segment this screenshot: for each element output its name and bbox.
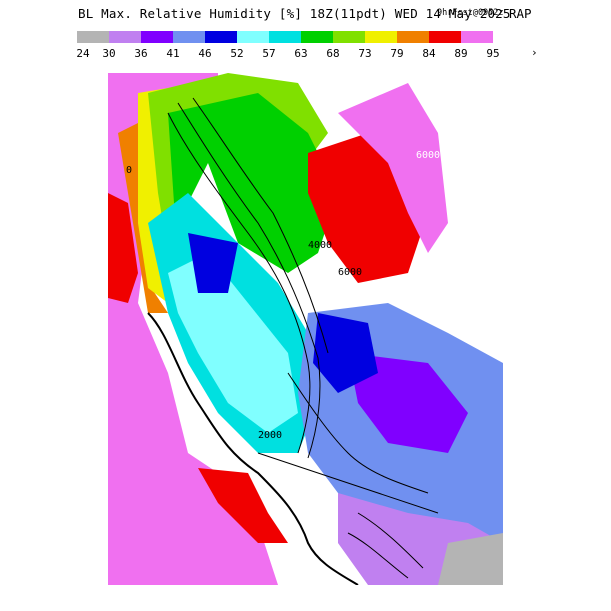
humidity-field-gray xyxy=(438,533,503,585)
legend-tick: 84 xyxy=(422,47,436,60)
contour-label: 4000 xyxy=(308,240,332,251)
model-name: RAP xyxy=(509,6,532,21)
coastline xyxy=(147,312,359,585)
legend-swatch xyxy=(205,31,237,43)
contour-label: 2000 xyxy=(258,430,282,441)
legend-swatch xyxy=(301,31,333,43)
humidity-map: 6000 6000 4000 2000 0 xyxy=(108,73,503,585)
contour-label: 0 xyxy=(126,165,132,176)
legend-tick: 36 xyxy=(134,47,148,60)
humidity-field-pink-northeast xyxy=(338,83,448,253)
legend-tick: 52 xyxy=(230,47,244,60)
humidity-field-green xyxy=(168,93,338,273)
humidity-field-cyan xyxy=(168,253,298,433)
humidity-field-red-west xyxy=(108,193,138,303)
elevation-contour xyxy=(192,97,329,354)
forecast-info: 9hrFcst@0952z xyxy=(437,8,504,18)
elevation-contour xyxy=(257,452,439,514)
elevation-contour xyxy=(167,112,311,454)
legend-tick: 46 xyxy=(198,47,212,60)
elevation-contours xyxy=(167,97,439,579)
legend-tick: 79 xyxy=(390,47,404,60)
legend-swatch xyxy=(173,31,205,43)
humidity-field-purple xyxy=(348,353,468,453)
elevation-contour xyxy=(357,512,424,569)
legend-swatch xyxy=(109,31,141,43)
title-text: BL Max. Relative Humidity [%] 18Z(11pdt)… xyxy=(78,6,511,21)
legend-tick: 63 xyxy=(294,47,308,60)
humidity-field-blue-east xyxy=(313,313,378,393)
legend-swatch xyxy=(397,31,429,43)
legend-tick: 73 xyxy=(358,47,372,60)
legend-tick: 68 xyxy=(326,47,340,60)
contour-label: 6000 xyxy=(416,150,440,161)
elevation-contour xyxy=(287,372,429,494)
chart-title: BL Max. Relative Humidity [%] 18Z(11pdt)… xyxy=(0,6,611,22)
color-legend xyxy=(77,31,493,43)
legend-swatch xyxy=(141,31,173,43)
legend-tick: 89 xyxy=(454,47,468,60)
legend-swatch xyxy=(77,31,109,43)
elevation-contour xyxy=(177,102,321,459)
legend-swatch xyxy=(461,31,493,43)
contour-label: 6000 xyxy=(338,267,362,278)
legend-tick: 95 xyxy=(486,47,500,60)
legend-tick: 57 xyxy=(262,47,276,60)
legend-swatch xyxy=(365,31,397,43)
legend-swatch xyxy=(269,31,301,43)
legend-tick: 41 xyxy=(166,47,180,60)
legend-swatch xyxy=(237,31,269,43)
elevation-contour xyxy=(347,532,409,579)
legend-tick: 24 xyxy=(76,47,90,60)
legend-swatch xyxy=(429,31,461,43)
legend-tick: 30 xyxy=(102,47,116,60)
legend-swatch xyxy=(333,31,365,43)
legend-overflow-arrow: › xyxy=(531,46,538,59)
humidity-field-blue xyxy=(188,233,238,293)
humidity-field-red-south xyxy=(198,468,288,543)
